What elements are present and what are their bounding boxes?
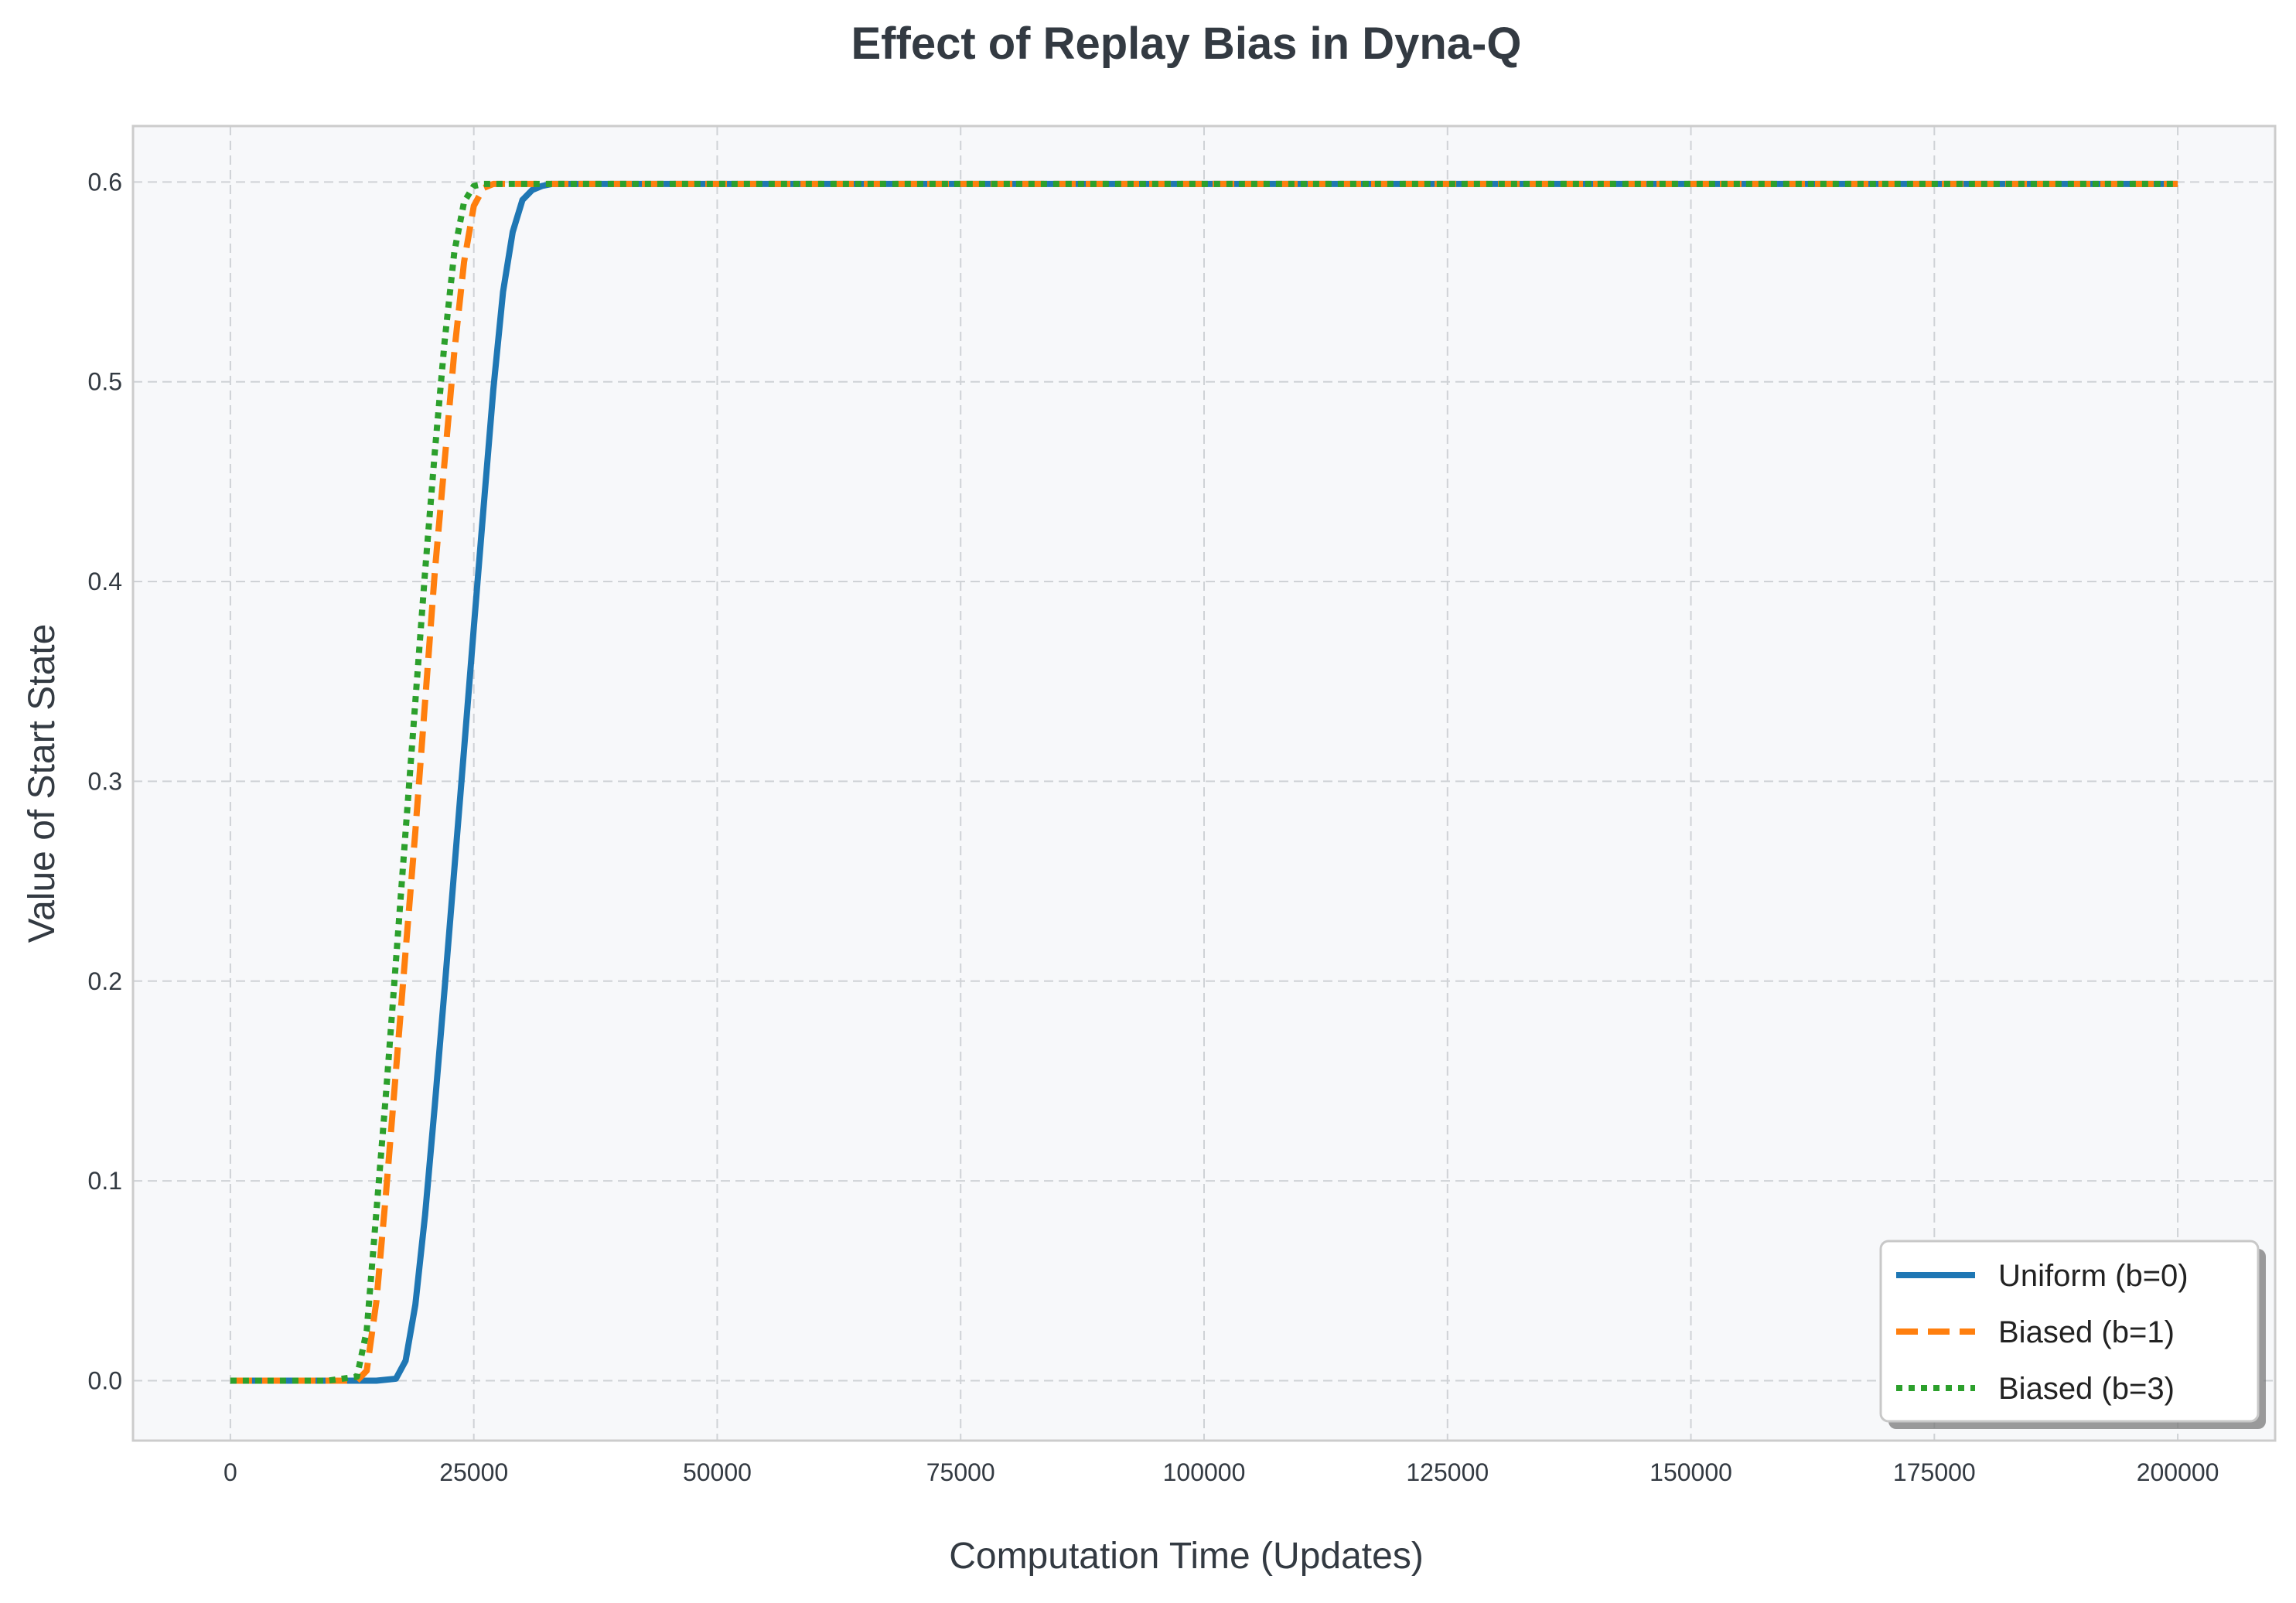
- series-group: [230, 180, 2178, 1384]
- x-tick-label: 0: [223, 1458, 237, 1486]
- series-line-1: [230, 180, 2178, 1384]
- legend-box: [1879, 1240, 2260, 1423]
- legend-label: Biased (b=3): [1998, 1372, 2175, 1406]
- y-tick-label: 0.4: [88, 568, 122, 595]
- x-tick-label: 50000: [683, 1458, 752, 1486]
- x-axis-ticks: 0 25000 50000 75000 100000 125000 150000 175000…: [223, 1458, 2219, 1486]
- y-tick-label: 0.5: [88, 368, 122, 396]
- y-axis-label: Value of Start State: [22, 624, 63, 943]
- plot-frame: [131, 124, 2277, 1442]
- y-tick-label: 0.0: [88, 1366, 122, 1394]
- x-tick-label: 175000: [1893, 1458, 1976, 1486]
- x-tick-label: 75000: [926, 1458, 995, 1486]
- y-tick-label: 0.1: [88, 1167, 122, 1195]
- y-tick-label: 0.2: [88, 967, 122, 995]
- legend-label: Biased (b=1): [1998, 1315, 2175, 1349]
- y-axis-ticks: 0.0 0.1 0.2 0.3 0.4 0.5 0.6: [88, 168, 122, 1394]
- y-tick-label: 0.3: [88, 767, 122, 795]
- x-tick-label: 100000: [1163, 1458, 1246, 1486]
- x-axis-label: Computation Time (Updates): [949, 1536, 1424, 1577]
- x-tick-label: 200000: [2137, 1458, 2219, 1486]
- legend-label: Uniform (b=0): [1998, 1259, 2189, 1293]
- x-tick-label: 25000: [439, 1458, 508, 1486]
- series-line-2: [230, 180, 2178, 1384]
- legend: Uniform (b=0) Biased (b=1) Biased (b=3): [1879, 1240, 2266, 1429]
- x-tick-label: 150000: [1650, 1458, 1732, 1486]
- x-tick-label: 125000: [1406, 1458, 1489, 1486]
- chart-title: Effect of Replay Bias in Dyna-Q: [851, 19, 1522, 69]
- y-tick-label: 0.6: [88, 168, 122, 196]
